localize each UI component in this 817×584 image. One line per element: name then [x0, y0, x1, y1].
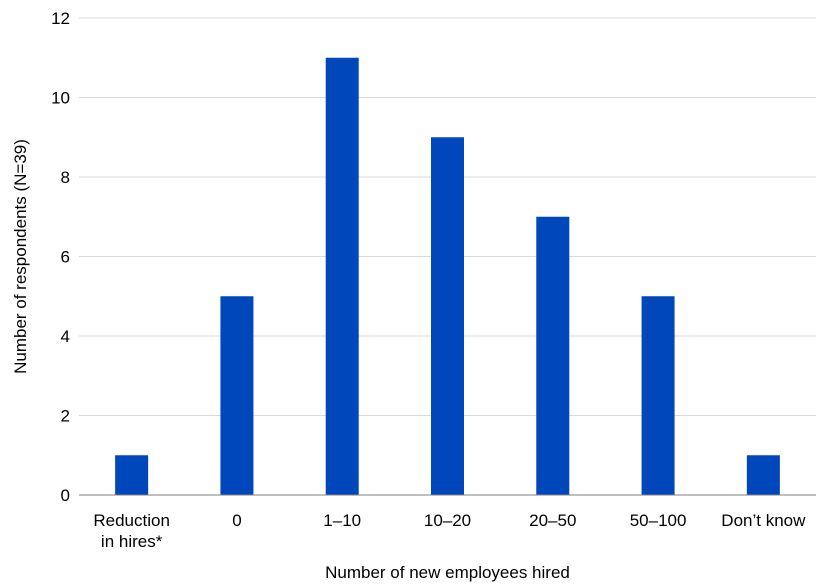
bar: [536, 216, 570, 495]
x-tick-label: 20–50: [529, 511, 576, 530]
bar: [746, 455, 780, 495]
bar: [641, 296, 675, 495]
x-tick-label: 0: [232, 511, 241, 530]
x-tick-label: Don’t know: [721, 511, 806, 530]
y-tick-label: 8: [61, 168, 70, 187]
y-tick-label: 2: [61, 407, 70, 426]
y-axis-title: Number of respondents (N=39): [11, 139, 30, 374]
y-tick-label: 4: [61, 327, 70, 346]
bar: [115, 455, 149, 495]
x-axis-title: Number of new employees hired: [325, 563, 570, 582]
bar: [325, 57, 359, 495]
x-tick-label: Reduction in hires*: [93, 511, 170, 551]
y-tick-label: 10: [51, 89, 70, 108]
bar: [220, 296, 254, 495]
bar: [431, 137, 464, 495]
x-axis-ticks: Reduction in hires* 0 1–10 10–20 20–50 50–100 D…: [93, 511, 806, 551]
x-tick-label: 50–100: [630, 511, 687, 530]
bars: [115, 57, 780, 495]
x-tick-label: 10–20: [424, 511, 471, 530]
y-tick-label: 12: [51, 9, 70, 28]
x-tick-label: 1–10: [323, 511, 361, 530]
y-tick-label: 0: [61, 486, 70, 505]
y-tick-label: 6: [61, 248, 70, 267]
y-axis-ticks: 0 2 4 6 8 10 12: [51, 9, 70, 505]
